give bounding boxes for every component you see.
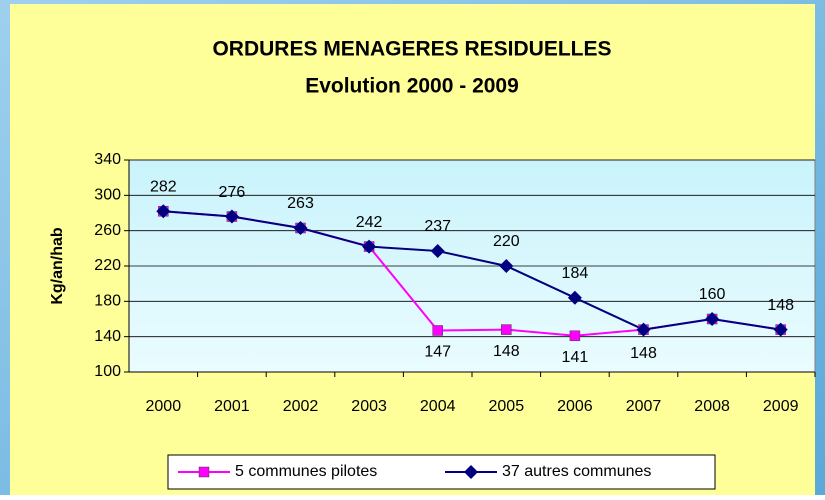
data-label: 263 [287, 195, 314, 212]
point [705, 312, 720, 326]
y-axis-label: Kg/an/hab [49, 227, 66, 305]
chart-title: ORDURES MENAGERES RESIDUELLES [212, 38, 611, 61]
point [224, 209, 239, 224]
x-tick-label: 2001 [214, 398, 250, 415]
y-tick-label: 220 [94, 257, 121, 274]
data-label: 160 [699, 286, 726, 303]
point [499, 259, 514, 273]
legend-label: 5 communes pilotes [235, 463, 377, 480]
data-label: 148 [767, 297, 794, 314]
point [773, 322, 788, 337]
point [156, 204, 171, 219]
data-label: 282 [150, 178, 177, 195]
data-label: 242 [356, 214, 383, 231]
y-tick-label: 180 [94, 293, 121, 310]
point [432, 325, 443, 336]
x-tick-label: 2005 [489, 398, 525, 415]
y-tick-label: 100 [94, 363, 121, 380]
series-line [163, 210, 781, 331]
data-label: 147 [424, 344, 451, 361]
chart-subtitle: Evolution 2000 - 2009 [305, 75, 519, 98]
data-label: 148 [493, 343, 520, 360]
point [464, 465, 478, 479]
point [636, 322, 651, 337]
data-label: 237 [424, 218, 451, 235]
y-tick-label: 300 [94, 187, 121, 204]
point [430, 243, 445, 258]
y-tick-label: 340 [94, 151, 121, 168]
x-tick-label: 2000 [146, 398, 182, 415]
data-label: 184 [562, 265, 589, 282]
legend [167, 454, 716, 490]
x-tick-label: 2006 [557, 398, 593, 415]
x-tick-label: 2007 [626, 398, 662, 415]
x-tick-label: 2008 [694, 398, 730, 415]
y-tick-label: 140 [94, 328, 121, 345]
point [293, 221, 308, 236]
data-label: 276 [219, 184, 246, 201]
legend-label: 37 autres communes [502, 463, 651, 480]
x-tick-label: 2002 [283, 398, 319, 415]
data-label: 141 [562, 349, 589, 366]
point [362, 239, 377, 254]
point [198, 466, 210, 478]
x-tick-label: 2003 [351, 398, 387, 415]
point [569, 330, 581, 342]
point [501, 324, 512, 335]
data-label: 220 [493, 233, 520, 250]
data-label: 148 [630, 345, 657, 362]
x-tick-label: 2009 [763, 398, 799, 415]
x-tick-label: 2004 [420, 398, 456, 415]
point [567, 290, 582, 305]
y-tick-label: 260 [94, 222, 121, 239]
